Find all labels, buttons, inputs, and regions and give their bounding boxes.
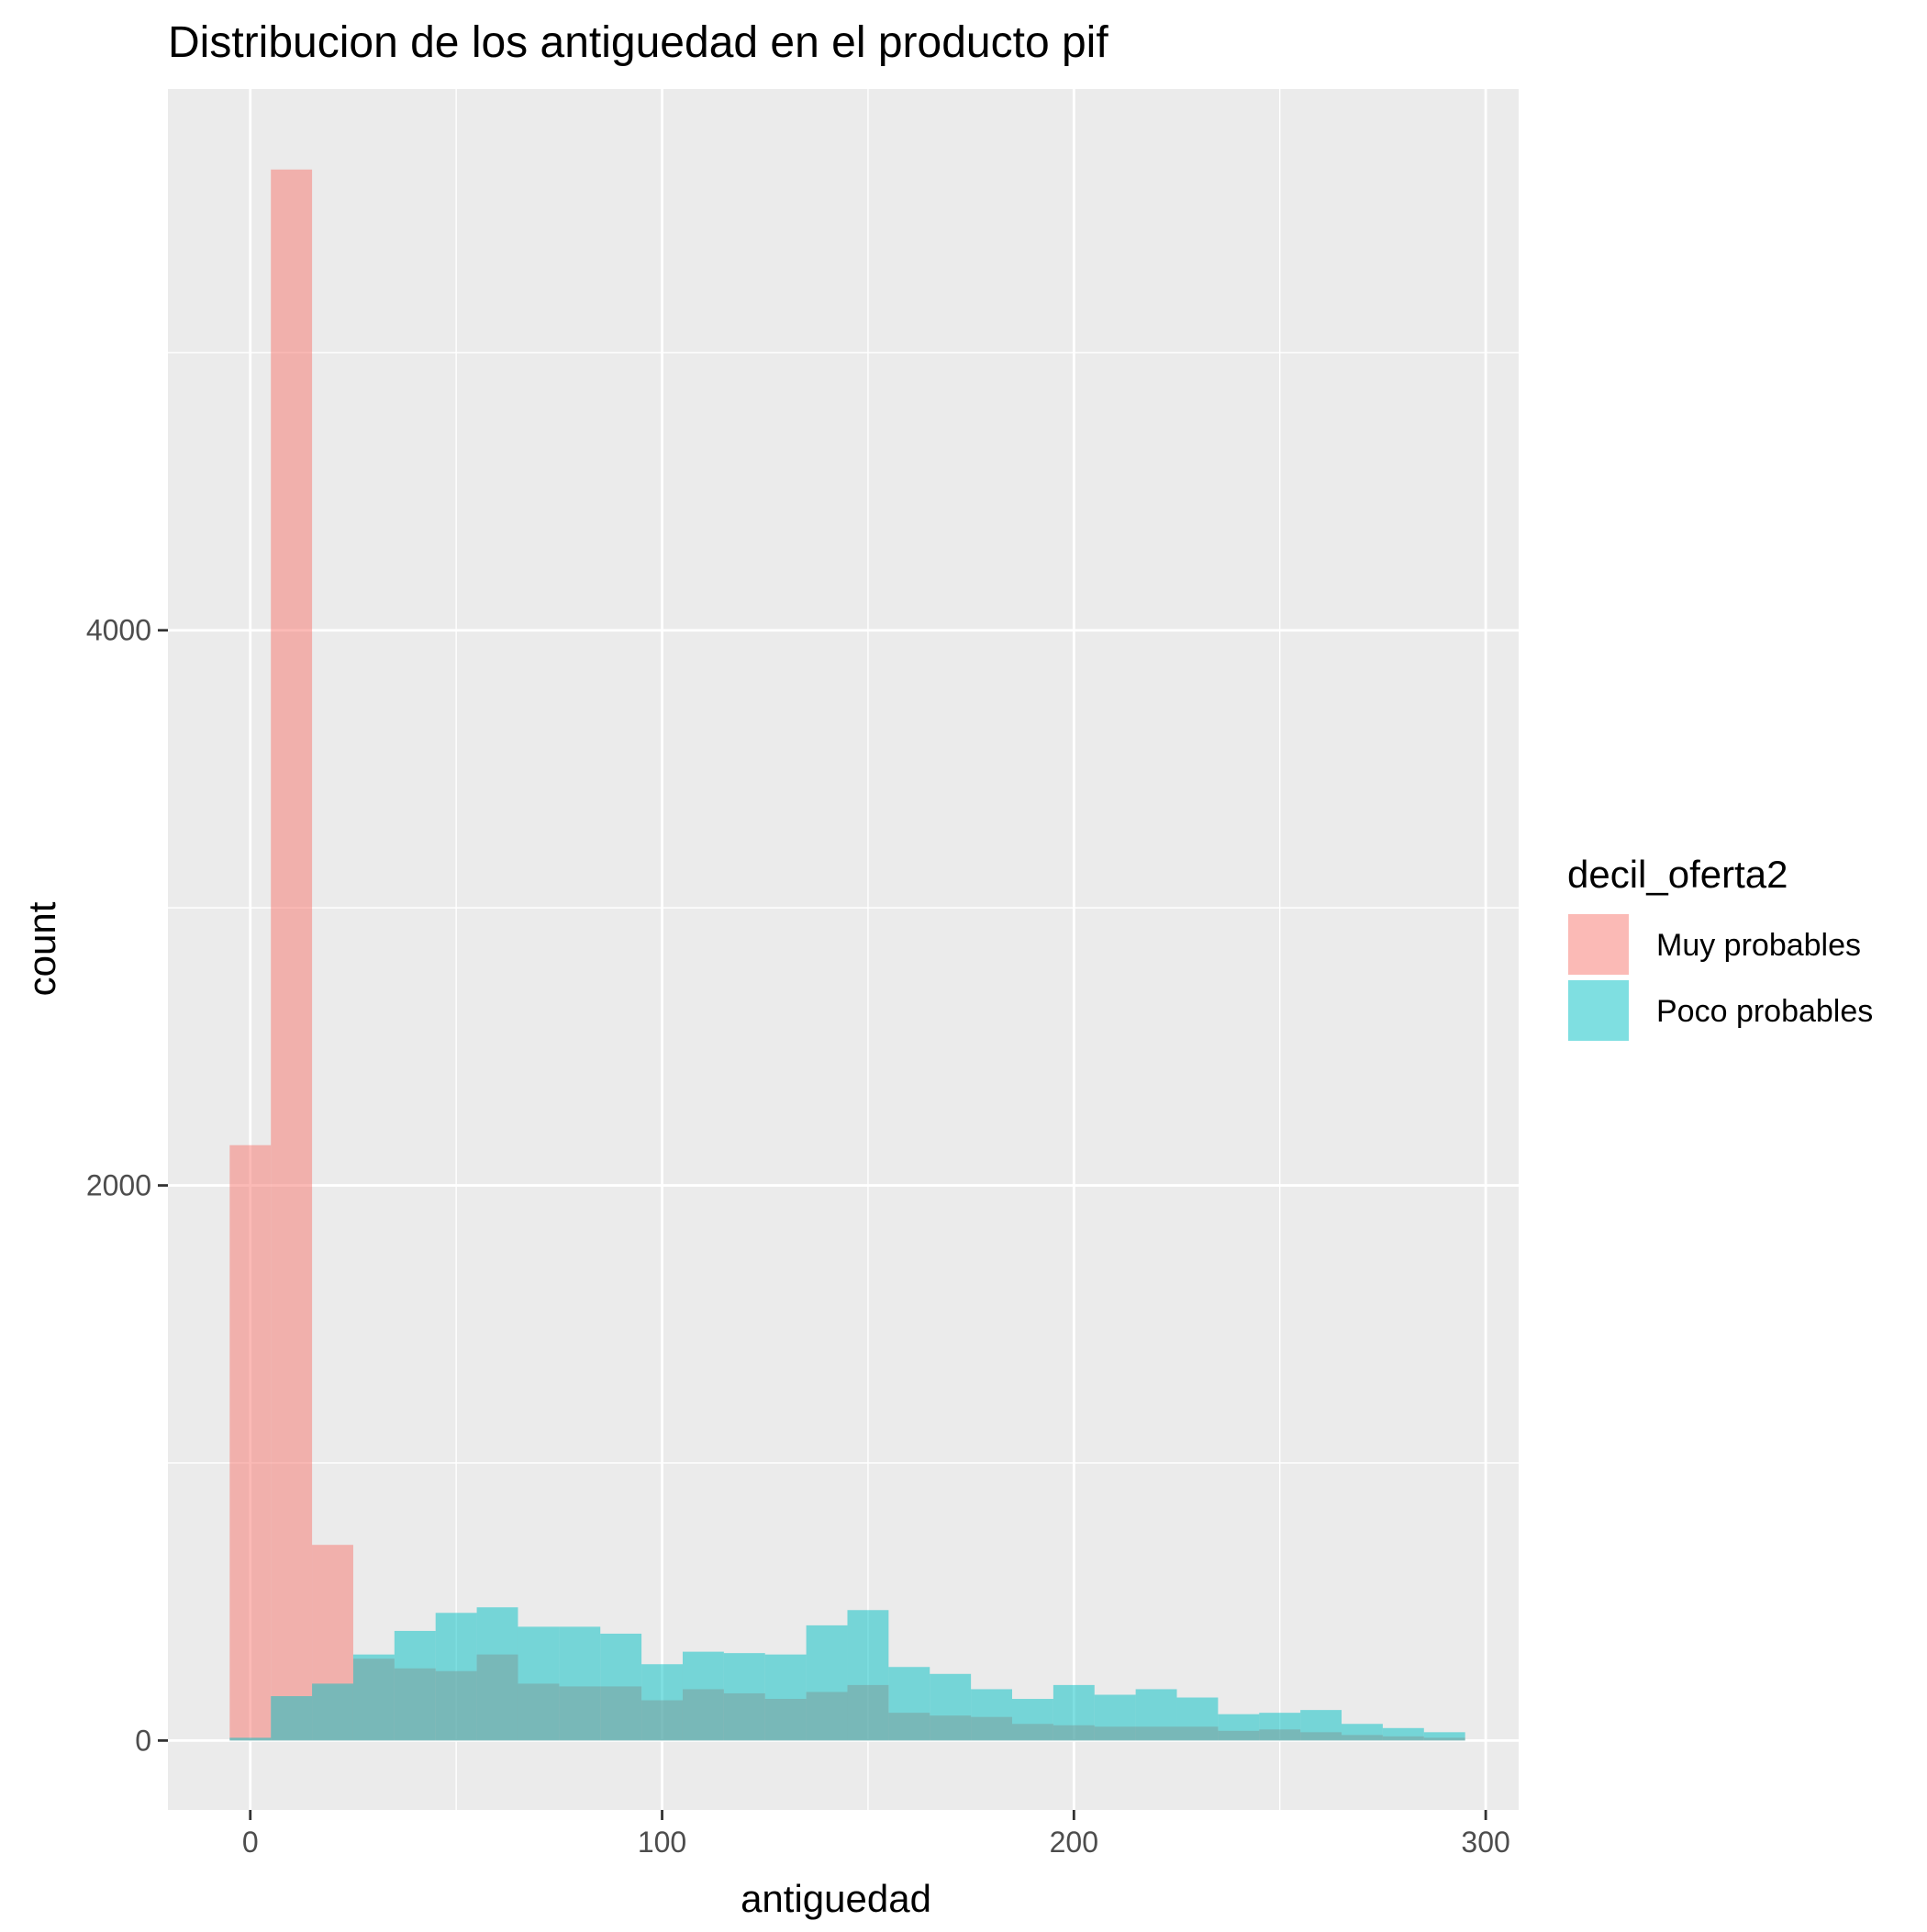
bar-poco-probables (1300, 1710, 1342, 1741)
bar-poco-probables (476, 1607, 518, 1741)
y-axis-title: count (20, 901, 63, 996)
axes: 0 2000 4000 0 100 200 300 (86, 614, 1510, 1859)
bar-poco-probables (1094, 1694, 1136, 1741)
bar-poco-probables (682, 1651, 724, 1741)
legend: decil_oferta2 Muy probables Poco probabl… (1566, 853, 1873, 1043)
bar-poco-probables (888, 1667, 930, 1741)
bar-poco-probables (806, 1625, 848, 1741)
x-axis-title: antiguedad (741, 1877, 931, 1920)
bar-poco-probables (1342, 1724, 1383, 1741)
bar-poco-probables (518, 1626, 560, 1741)
bar-poco-probables (271, 1696, 313, 1741)
legend-label-poco-probables: Poco probables (1656, 994, 1873, 1029)
bar-poco-probables (352, 1654, 395, 1741)
legend-key-muy-probables (1566, 912, 1631, 977)
bar-poco-probables (1423, 1732, 1465, 1741)
bar-poco-probables (847, 1610, 889, 1741)
bar-poco-probables (930, 1673, 972, 1741)
bar-poco-probables (1176, 1697, 1219, 1741)
bar-poco-probables (1053, 1684, 1095, 1741)
bar-poco-probables (559, 1626, 601, 1741)
y-tick-label: 4000 (86, 614, 151, 647)
x-tick-label: 100 (638, 1826, 686, 1859)
bar-poco-probables (1135, 1689, 1177, 1741)
bar-poco-probables (600, 1633, 642, 1741)
bar-poco-probables (394, 1630, 436, 1741)
legend-label-muy-probables: Muy probables (1656, 928, 1861, 963)
bar-muy-probables (271, 169, 313, 1741)
bar-poco-probables (1259, 1713, 1301, 1741)
x-tick-label: 300 (1461, 1826, 1509, 1859)
bar-poco-probables (1218, 1714, 1260, 1741)
bar-poco-probables (641, 1664, 683, 1741)
bar-poco-probables (764, 1654, 807, 1741)
x-tick-label: 0 (242, 1826, 259, 1859)
bar-poco-probables (1012, 1699, 1053, 1741)
bar-poco-probables (435, 1613, 477, 1741)
bar-poco-probables (312, 1683, 353, 1741)
y-tick-label: 0 (135, 1724, 151, 1757)
bar-poco-probables (229, 1737, 272, 1741)
bar-poco-probables (723, 1653, 765, 1741)
bar-poco-probables (971, 1689, 1012, 1741)
plot-background (168, 89, 1519, 1810)
bar-poco-probables (1382, 1727, 1424, 1741)
x-tick-label: 200 (1050, 1826, 1098, 1859)
legend-key-poco-probables (1566, 978, 1631, 1043)
bar-muy-probables (229, 1145, 272, 1741)
chart-title: Distribucion de los antiguedad en el pro… (168, 18, 1108, 67)
histogram-bars (229, 169, 1465, 1741)
legend-title: decil_oferta2 (1567, 853, 1788, 896)
y-tick-label: 2000 (86, 1169, 151, 1202)
